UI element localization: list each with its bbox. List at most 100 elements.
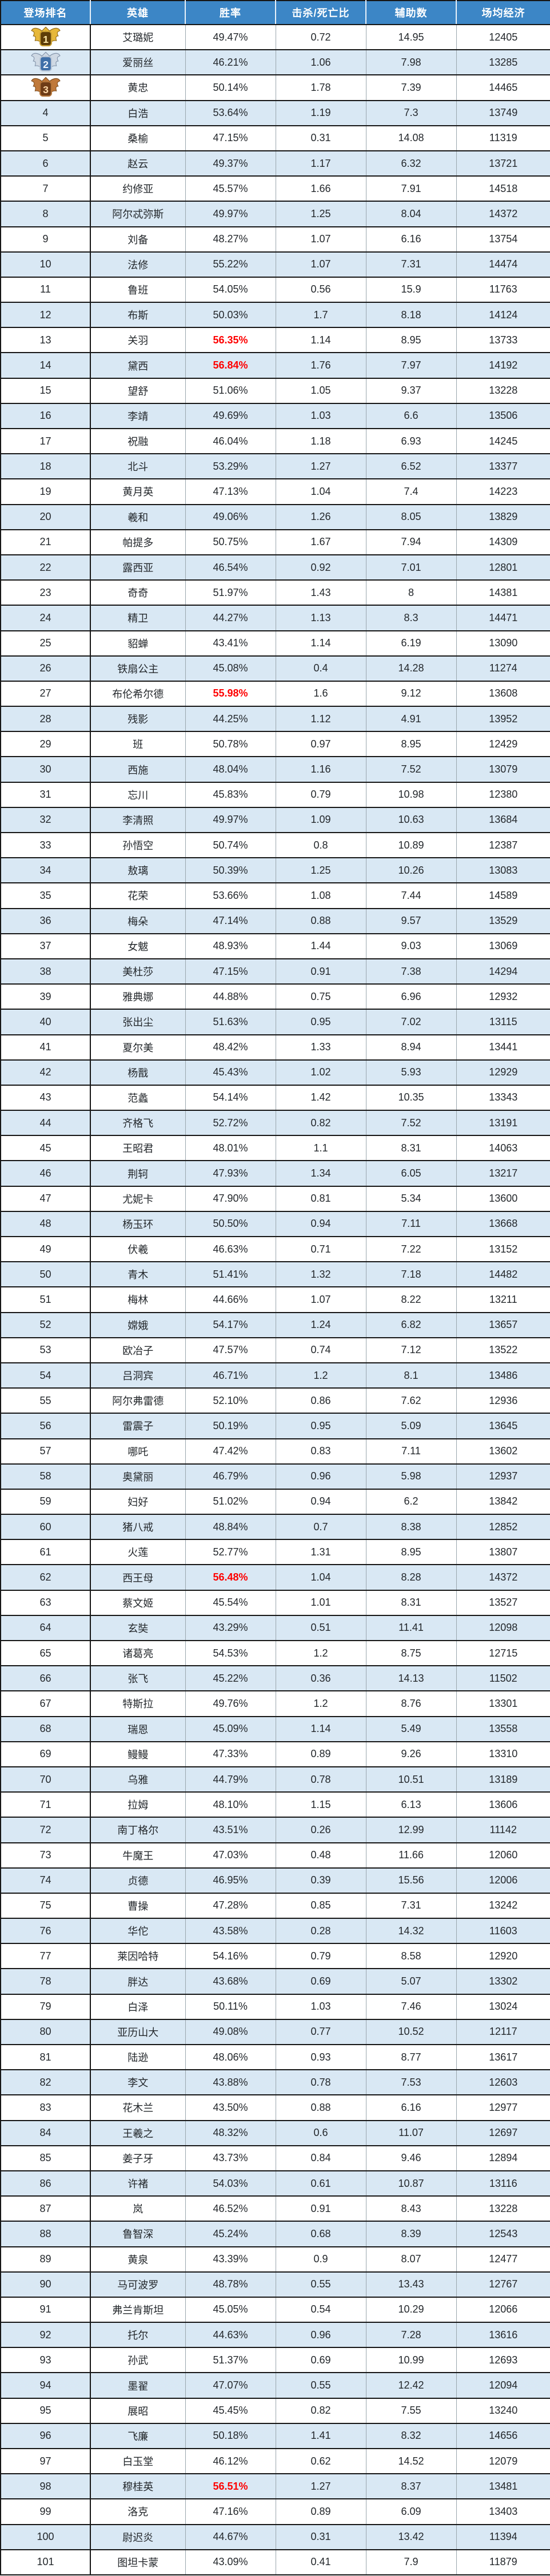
hero-cell: 花荣 [90,883,186,909]
kd-cell: 1.44 [276,933,366,959]
svg-text:1: 1 [43,34,49,45]
win-rate-cell: 54.05% [185,277,276,303]
table-row: 4 白浩 53.64% 1.19 7.3 13749 [1,100,550,126]
assists-cell: 6.32 [366,150,457,177]
win-rate-cell: 49.47% [185,25,276,51]
rank-cell: 87 [1,2196,91,2222]
kd-cell: 0.77 [276,2019,366,2046]
win-rate-cell: 56.35% [185,327,276,354]
win-rate-cell: 48.27% [185,226,276,253]
assists-cell: 8.37 [366,2474,457,2500]
header-winrate: 胜率 [185,1,276,25]
hero-cell: 白浩 [90,100,186,126]
win-rate-cell: 53.66% [185,883,276,909]
hero-cell: 乌雅 [90,1766,186,1793]
table-row: 8 阿尔忒弥斯 49.97% 1.25 8.04 14372 [1,201,550,227]
assists-cell: 7.12 [366,1337,457,1363]
kd-cell: 1.14 [276,1716,366,1742]
kd-cell: 0.62 [276,2449,366,2475]
hero-cell: 托尔 [90,2322,186,2349]
kd-cell: 0.31 [276,2524,366,2550]
hero-cell: 玄奘 [90,1615,186,1642]
rank-cell: 99 [1,2499,91,2525]
kd-cell: 0.61 [276,2170,366,2197]
rank-cell: 47 [1,1186,91,1212]
rank-cell: 7 [1,176,91,202]
win-rate-cell: 46.95% [185,1867,276,1894]
hero-cell: 貂蝉 [90,630,186,657]
table-row: 83 花木兰 43.50% 0.88 6.16 12977 [1,2095,550,2121]
win-rate-cell: 43.88% [185,2070,276,2096]
economy-cell: 13240 [456,2398,550,2424]
economy-cell: 14372 [456,1565,550,1591]
economy-cell: 12098 [456,1615,550,1642]
economy-cell: 14518 [456,176,550,202]
kd-cell: 1.66 [276,176,366,202]
hero-cell: 吕洞宾 [90,1362,186,1389]
win-rate-cell: 52.10% [185,1388,276,1414]
economy-cell: 12477 [456,2246,550,2273]
hero-cell: 西王母 [90,1565,186,1591]
table-row: 62 西王母 56.48% 1.04 8.28 14372 [1,1565,550,1591]
rank-cell: 76 [1,1918,91,1945]
header-rank: 登场排名 [1,1,91,25]
economy-cell: 11142 [456,1817,550,1843]
table-row: 44 齐格飞 52.72% 0.82 7.52 13191 [1,1110,550,1137]
kd-cell: 1.27 [276,2474,366,2500]
kd-cell: 1.2 [276,1362,366,1389]
kd-cell: 1.43 [276,580,366,606]
kd-cell: 1.09 [276,807,366,834]
win-rate-cell: 48.06% [185,2045,276,2071]
kd-cell: 0.7 [276,1514,366,1541]
economy-cell: 11394 [456,2524,550,2550]
rank-cell: 68 [1,1716,91,1742]
assists-cell: 9.57 [366,908,457,934]
win-rate-cell: 54.14% [185,1085,276,1111]
rank-cell: 78 [1,1969,91,1995]
win-rate-cell: 54.17% [185,1312,276,1338]
assists-cell: 8.28 [366,1565,457,1591]
win-rate-cell: 56.84% [185,353,276,379]
kd-cell: 1.15 [276,1792,366,1818]
hero-cell: 图坦卡蒙 [90,2549,186,2575]
table-row: 2 爱丽丝 46.21% 1.06 7.98 13285 [1,50,550,76]
rank-cell: 30 [1,757,91,783]
hero-cell: 桑榆 [90,125,186,151]
hero-cell: 王羲之 [90,2120,186,2146]
assists-cell: 14.08 [366,125,457,151]
rank-cell: 48 [1,1211,91,1238]
hero-cell: 铁扇公主 [90,655,186,682]
rank-cell: 53 [1,1337,91,1363]
win-rate-cell: 48.78% [185,2271,276,2298]
win-rate-cell: 50.75% [185,529,276,555]
economy-cell: 13529 [456,908,550,934]
table-row: 25 貂蝉 43.41% 1.14 6.19 13090 [1,630,550,657]
rank-cell: 46 [1,1161,91,1187]
assists-cell: 7.38 [366,958,457,985]
assists-cell: 8.05 [366,504,457,530]
win-rate-cell: 46.04% [185,429,276,455]
table-row: 80 亚历山大 49.08% 0.77 10.52 12117 [1,2019,550,2046]
win-rate-cell: 47.15% [185,125,276,151]
hero-cell: 约修亚 [90,176,186,202]
rank-cell: 34 [1,858,91,884]
assists-cell: 14.13 [366,1666,457,1692]
kd-cell: 0.71 [276,1237,366,1263]
table-row: 52 嫦娥 54.17% 1.24 6.82 13657 [1,1312,550,1338]
table-row: 35 花荣 53.66% 1.08 7.44 14589 [1,883,550,909]
hero-cell: 贞德 [90,1867,186,1894]
hero-cell: 女魃 [90,933,186,959]
rank-cell: 73 [1,1842,91,1869]
win-rate-cell: 51.37% [185,2347,276,2374]
assists-cell: 15.56 [366,1867,457,1894]
economy-cell: 14471 [456,605,550,631]
economy-cell: 11763 [456,277,550,303]
economy-cell: 12429 [456,731,550,758]
rank-cell: 63 [1,1590,91,1616]
assists-cell: 8.22 [366,1287,457,1313]
hero-cell: 忘川 [90,782,186,808]
table-row: 13 关羽 56.35% 1.14 8.95 13733 [1,327,550,354]
svg-text:2: 2 [43,59,49,70]
rank-cell: 42 [1,1059,91,1086]
hero-cell: 王昭君 [90,1135,186,1162]
